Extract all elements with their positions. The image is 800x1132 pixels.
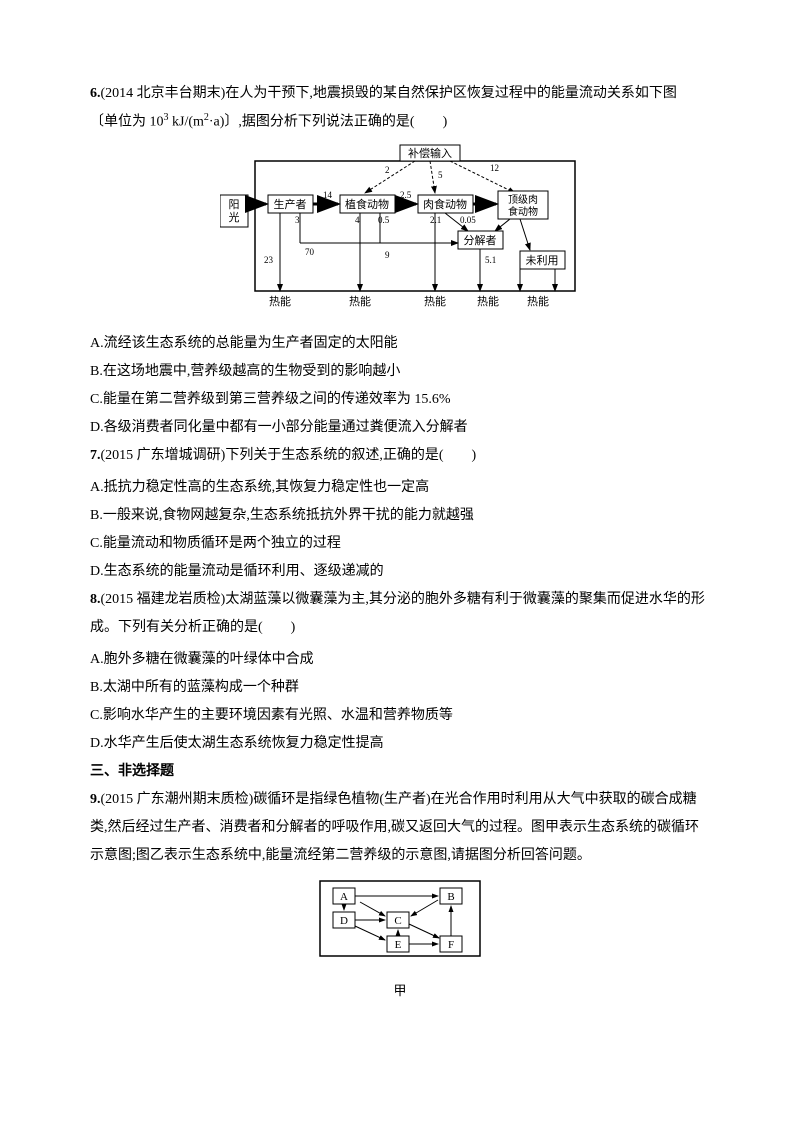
svg-text:D: D xyxy=(340,915,348,927)
svg-text:热能: 热能 xyxy=(349,294,371,308)
q9-caption: 甲 xyxy=(90,978,710,1004)
svg-text:2.1: 2.1 xyxy=(430,215,441,225)
question-9: 9.(2015 广东潮州期末质检)碳循环是指绿色植物(生产者)在光合作用时利用从… xyxy=(90,786,710,870)
q8-option-c: C.影响水华产生的主要环境因素有光照、水温和营养物质等 xyxy=(90,702,710,730)
q7-option-a: A.抵抗力稳定性高的生态系统,其恢复力稳定性也一定高 xyxy=(90,474,710,502)
q9-prefix: 9. xyxy=(90,792,101,807)
q7-prefix: 7. xyxy=(90,448,101,463)
svg-text:5: 5 xyxy=(438,170,443,180)
q6-option-c: C.能量在第二营养级到第三营养级之间的传递效率为 15.6% xyxy=(90,386,710,414)
q6-stem2b: kJ/(m xyxy=(169,115,204,130)
q8-option-a: A.胞外多糖在微囊藻的叶绿体中合成 xyxy=(90,646,710,674)
svg-text:70: 70 xyxy=(305,247,315,257)
question-7: 7.(2015 广东增城调研)下列关于生态系统的叙述,正确的是( ) xyxy=(90,442,710,470)
svg-text:A: A xyxy=(340,891,348,903)
svg-text:热能: 热能 xyxy=(527,294,549,308)
q7-source: (2015 广东增城调研) xyxy=(101,448,226,463)
svg-text:光: 光 xyxy=(229,210,240,224)
q8-prefix: 8. xyxy=(90,592,101,607)
svg-text:植食动物: 植食动物 xyxy=(345,197,389,211)
q9-diagram: A B D C E F xyxy=(90,876,710,972)
svg-text:热能: 热能 xyxy=(477,294,499,308)
svg-text:23: 23 xyxy=(264,255,274,265)
q8-option-b: B.太湖中所有的蓝藻构成一个种群 xyxy=(90,674,710,702)
svg-text:未利用: 未利用 xyxy=(526,254,559,267)
svg-text:B: B xyxy=(447,891,454,903)
q7-stem: 下列关于生态系统的叙述,正确的是( ) xyxy=(225,448,476,463)
q6-option-b: B.在这场地震中,营养级越高的生物受到的影响越小 xyxy=(90,358,710,386)
svg-text:E: E xyxy=(395,939,402,951)
svg-text:食动物: 食动物 xyxy=(508,205,538,218)
q8-source: (2015 福建龙岩质检) xyxy=(101,592,226,607)
q6-stem2c: ·a)〕,据图分析下列说法正确的是( ) xyxy=(209,115,447,130)
section-3-title: 三、非选择题 xyxy=(90,758,710,786)
svg-text:F: F xyxy=(448,939,454,951)
question-8: 8.(2015 福建龙岩质检)太湖蓝藻以微囊藻为主,其分泌的胞外多糖有利于微囊藻… xyxy=(90,586,710,642)
svg-text:顶级肉: 顶级肉 xyxy=(508,193,538,206)
svg-text:生产者: 生产者 xyxy=(274,197,307,211)
svg-text:0.05: 0.05 xyxy=(460,215,476,225)
svg-text:分解者: 分解者 xyxy=(464,233,497,247)
svg-text:2.5: 2.5 xyxy=(400,190,412,200)
svg-text:热能: 热能 xyxy=(269,294,291,308)
svg-text:12: 12 xyxy=(490,163,499,173)
svg-text:补偿输入: 补偿输入 xyxy=(408,146,452,160)
q7-option-d: D.生态系统的能量流动是循环利用、逐级递减的 xyxy=(90,558,710,586)
q6-option-d: D.各级消费者同化量中都有一小部分能量通过粪便流入分解者 xyxy=(90,414,710,442)
q6-source: (2014 北京丰台期末) xyxy=(101,86,226,101)
svg-text:5.1: 5.1 xyxy=(485,255,496,265)
q6-diagram: 补偿输入 2 5 12 阳 光 生产者 植食动物 肉食动物 顶级肉 食动物 14… xyxy=(90,143,710,324)
svg-text:C: C xyxy=(394,915,401,927)
svg-text:阳: 阳 xyxy=(229,198,240,211)
q6-stem2a: 〔单位为 10 xyxy=(90,115,164,130)
q8-option-d: D.水华产生后使太湖生态系统恢复力稳定性提高 xyxy=(90,730,710,758)
svg-text:2: 2 xyxy=(385,165,390,175)
question-6: 6.(2014 北京丰台期末)在人为干预下,地震损毁的某自然保护区恢复过程中的能… xyxy=(90,80,710,137)
svg-text:肉食动物: 肉食动物 xyxy=(423,197,467,211)
q9-source: (2015 广东潮州期末质检) xyxy=(101,792,254,807)
q6-prefix: 6. xyxy=(90,86,101,101)
q7-option-c: C.能量流动和物质循环是两个独立的过程 xyxy=(90,530,710,558)
svg-text:9: 9 xyxy=(385,250,390,260)
svg-text:热能: 热能 xyxy=(424,294,446,308)
svg-text:3: 3 xyxy=(295,215,300,225)
q6-stem1: 在人为干预下,地震损毁的某自然保护区恢复过程中的能量流动关系如下图 xyxy=(225,86,677,101)
q7-option-b: B.一般来说,食物网越复杂,生态系统抵抗外界干扰的能力就越强 xyxy=(90,502,710,530)
svg-text:4: 4 xyxy=(355,215,360,225)
svg-text:14: 14 xyxy=(323,190,333,200)
q6-option-a: A.流经该生态系统的总能量为生产者固定的太阳能 xyxy=(90,330,710,358)
